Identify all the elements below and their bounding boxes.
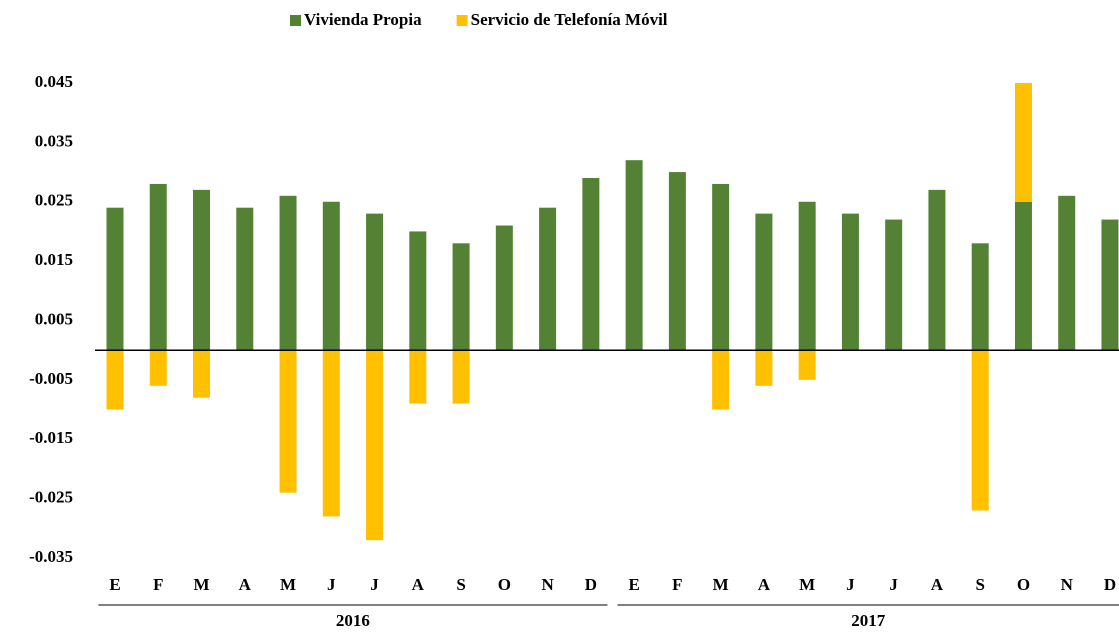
x-tick-label: N	[1061, 575, 1074, 594]
x-tick-label: M	[799, 575, 815, 594]
x-tick-label: O	[498, 575, 511, 594]
bar	[409, 350, 427, 404]
x-tick-label: F	[672, 575, 682, 594]
bar	[971, 243, 989, 351]
bar	[322, 201, 340, 351]
bar	[841, 213, 859, 351]
bar	[971, 350, 989, 511]
x-tick-label: M	[280, 575, 296, 594]
bar	[409, 231, 427, 351]
bar	[1014, 83, 1032, 202]
y-tick-label: 0.015	[35, 250, 73, 269]
bar	[322, 350, 340, 517]
bar	[625, 160, 643, 351]
bar	[539, 207, 557, 351]
y-tick-label: -0.035	[29, 547, 73, 566]
bar	[149, 183, 167, 351]
bar	[755, 350, 773, 386]
x-tick-label: D	[585, 575, 597, 594]
x-tick-label: A	[931, 575, 944, 594]
y-tick-label: 0.025	[35, 191, 73, 210]
x-tick-label: A	[412, 575, 425, 594]
x-tick-label: S	[975, 575, 984, 594]
bar	[798, 201, 816, 351]
y-tick-label: -0.025	[29, 488, 73, 507]
bar	[582, 178, 600, 351]
x-tick-label: J	[846, 575, 855, 594]
x-tick-label: A	[239, 575, 252, 594]
x-tick-label: D	[1104, 575, 1116, 594]
legend-swatch	[456, 15, 468, 26]
y-tick-label: -0.015	[29, 428, 73, 447]
x-tick-label: E	[628, 575, 639, 594]
group-label: 2017	[851, 611, 886, 630]
x-tick-label: J	[889, 575, 898, 594]
bar	[193, 350, 211, 398]
bar	[366, 213, 384, 351]
bar	[798, 350, 816, 380]
x-tick-label: N	[541, 575, 554, 594]
x-tick-label: J	[370, 575, 379, 594]
bar	[885, 219, 903, 351]
bar	[452, 243, 470, 351]
bar	[279, 195, 297, 351]
bar	[928, 189, 946, 351]
bar	[236, 207, 254, 351]
y-tick-label: -0.005	[29, 369, 73, 388]
bar	[668, 172, 686, 351]
bar	[712, 183, 730, 351]
group-label: 2016	[336, 611, 370, 630]
bar	[1058, 195, 1076, 351]
legend-label: Vivienda Propia	[304, 10, 422, 29]
bar	[755, 213, 773, 351]
y-tick-label: 0.035	[35, 131, 73, 150]
bar	[452, 350, 470, 404]
bar	[495, 225, 513, 351]
bar	[149, 350, 167, 386]
bar	[1101, 219, 1119, 351]
bar	[1014, 201, 1032, 351]
x-tick-label: M	[193, 575, 209, 594]
bar	[106, 207, 124, 351]
legend-label: Servicio de Telefonía Móvil	[471, 10, 668, 29]
bar	[193, 189, 211, 351]
x-tick-label: A	[758, 575, 771, 594]
y-tick-label: 0.045	[35, 72, 73, 91]
bar	[106, 350, 124, 410]
x-tick-label: O	[1017, 575, 1030, 594]
x-tick-label: M	[713, 575, 729, 594]
x-tick-label: S	[456, 575, 465, 594]
bar	[279, 350, 297, 493]
y-tick-label: 0.005	[35, 309, 73, 328]
x-tick-label: J	[327, 575, 336, 594]
bar	[712, 350, 730, 410]
bar	[366, 350, 384, 541]
x-tick-label: E	[109, 575, 120, 594]
legend-swatch	[290, 15, 301, 26]
x-tick-label: F	[153, 575, 163, 594]
